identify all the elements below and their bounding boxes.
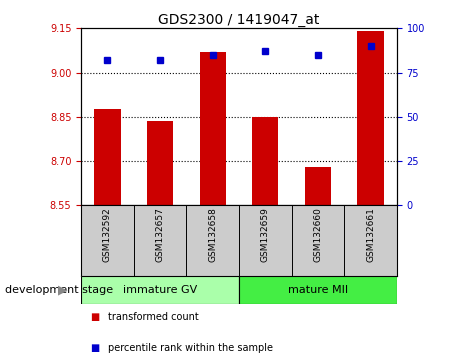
Bar: [199, 52, 226, 205]
Bar: [94, 109, 120, 205]
Text: GSM132658: GSM132658: [208, 207, 217, 262]
Text: immature GV: immature GV: [123, 285, 197, 295]
Text: mature MII: mature MII: [288, 285, 348, 295]
Text: ■: ■: [90, 343, 100, 353]
Text: GSM132660: GSM132660: [313, 207, 322, 262]
Title: GDS2300 / 1419047_at: GDS2300 / 1419047_at: [158, 13, 320, 27]
Text: development stage: development stage: [5, 285, 113, 295]
Text: ▶: ▶: [58, 284, 68, 297]
Bar: [239, 276, 397, 304]
Text: GSM132659: GSM132659: [261, 207, 270, 262]
Bar: [81, 276, 239, 304]
Text: ■: ■: [90, 312, 100, 321]
Bar: [305, 167, 331, 205]
Bar: [147, 121, 173, 205]
Text: percentile rank within the sample: percentile rank within the sample: [108, 343, 273, 353]
Bar: [252, 117, 278, 205]
Text: transformed count: transformed count: [108, 312, 199, 321]
Text: GSM132661: GSM132661: [366, 207, 375, 262]
Text: GSM132657: GSM132657: [156, 207, 165, 262]
Text: GSM132592: GSM132592: [103, 207, 112, 262]
Bar: [357, 31, 384, 205]
